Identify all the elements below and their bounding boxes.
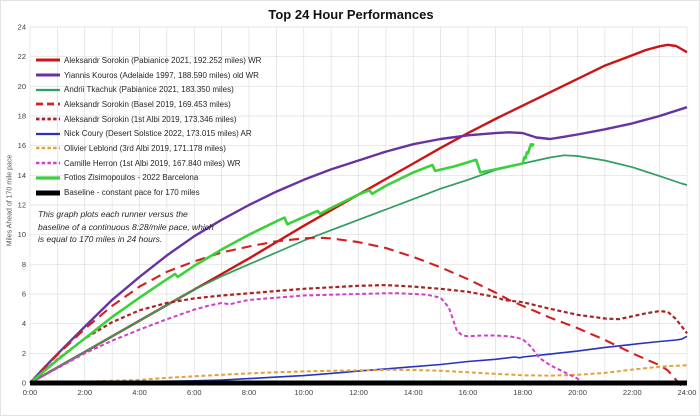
legend-label: Aleksandr Sorokin (Pabianice 2021, 192.2… xyxy=(64,55,262,65)
legend-line-icon xyxy=(36,117,60,121)
legend-item-tkachuk-pabianice: Andrii Tkachuk (Pabianice 2021, 183.350 … xyxy=(36,82,261,97)
legend-line-icon xyxy=(36,176,60,180)
y-tick-label: 14 xyxy=(18,171,26,180)
series-line-kouros-adelaide xyxy=(29,106,688,384)
legend-label: Fotios Zisimopoulos - 2022 Barcelona xyxy=(64,173,199,183)
legend-item-sorokin-pabianice-wr: Aleksandr Sorokin (Pabianice 2021, 192.2… xyxy=(36,53,261,68)
legend-item-sorokin-basel: Aleksandr Sorokin (Basel 2019, 169.453 m… xyxy=(36,97,261,112)
x-tick-label: 6:00 xyxy=(187,388,202,397)
legend-line-icon xyxy=(36,103,60,106)
legend-item-coury-desert-solstice: Nick Coury (Desert Solstice 2022, 173.01… xyxy=(36,126,261,141)
chart-title: Top 24 Hour Performances xyxy=(268,7,434,22)
x-tick-label: 0:00 xyxy=(23,388,38,397)
legend-label: Camille Herron (1st Albi 2019, 167.840 m… xyxy=(64,158,241,168)
y-tick-label: 6 xyxy=(22,290,26,299)
legend: Aleksandr Sorokin (Pabianice 2021, 192.2… xyxy=(36,53,261,200)
legend-label: Yiannis Kouros (Adelaide 1997, 188.590 m… xyxy=(64,70,259,80)
legend-label: Andrii Tkachuk (Pabianice 2021, 183.350 … xyxy=(64,85,234,95)
legend-item-leblond-albi: Olivier Leblond (3rd Albi 2019, 171.178 … xyxy=(36,141,261,156)
x-axis-tick-labels: 0:00 2:00 4:00 6:00 8:00 10:00 12:00 14:00 16:00… xyxy=(23,388,697,397)
legend-line-icon xyxy=(36,73,60,77)
legend-item-zisimopoulos-barcelona: Fotios Zisimopoulos - 2022 Barcelona xyxy=(36,171,261,186)
x-tick-label: 2:00 xyxy=(77,388,92,397)
legend-line-icon xyxy=(36,132,60,135)
series-lines xyxy=(29,43,688,387)
y-tick-label: 24 xyxy=(18,23,26,32)
x-tick-label: 20:00 xyxy=(568,388,587,397)
gridlines xyxy=(29,26,688,384)
legend-label: Aleksandr Sorokin (Basel 2019, 169.453 m… xyxy=(64,99,231,109)
legend-label: Nick Coury (Desert Solstice 2022, 173.01… xyxy=(64,129,252,139)
y-tick-label: 20 xyxy=(18,82,26,91)
y-tick-label: 22 xyxy=(18,52,26,61)
legend-item-herron-albi: Camille Herron (1st Albi 2019, 167.840 m… xyxy=(36,156,261,171)
legend-line-icon xyxy=(36,190,60,196)
legend-label: Baseline - constant pace for 170 miles xyxy=(64,188,200,198)
legend-line-icon xyxy=(36,88,60,91)
y-tick-label: 4 xyxy=(22,319,26,328)
series-line-zisimopoulos-barcelona xyxy=(29,142,535,384)
y-tick-label: 12 xyxy=(18,201,26,210)
y-tick-label: 16 xyxy=(18,141,26,150)
legend-line-icon xyxy=(36,147,60,150)
x-tick-label: 24:00 xyxy=(678,388,697,397)
y-tick-label: 8 xyxy=(22,260,26,269)
x-tick-label: 8:00 xyxy=(242,388,257,397)
annotation-line: This graph plots each runner versus the xyxy=(38,209,188,219)
legend-label: Olivier Leblond (3rd Albi 2019, 171.178 … xyxy=(64,143,226,153)
annotation-line: is equal to 170 miles in 24 hours. xyxy=(38,234,163,244)
x-tick-label: 22:00 xyxy=(623,388,642,397)
y-tick-label: 2 xyxy=(22,349,26,358)
legend-item-baseline: Baseline - constant pace for 170 miles xyxy=(36,185,261,200)
series-line-coury-desert-solstice xyxy=(29,335,688,384)
x-tick-label: 4:00 xyxy=(132,388,147,397)
y-tick-label: 18 xyxy=(18,112,26,121)
legend-item-sorokin-albi: Aleksandr Sorokin (1st Albi 2019, 173.34… xyxy=(36,112,261,127)
annotation-line: baseline of a continuous 8:28/mile pace,… xyxy=(38,221,214,232)
series-line-herron-albi xyxy=(29,292,587,386)
x-tick-label: 10:00 xyxy=(294,388,313,397)
x-tick-label: 12:00 xyxy=(349,388,368,397)
legend-line-icon xyxy=(36,58,60,62)
pace-annotation: This graph plots each runner versus the … xyxy=(38,208,238,246)
x-tick-label: 14:00 xyxy=(404,388,423,397)
x-tick-label: 16:00 xyxy=(459,388,478,397)
legend-line-icon xyxy=(36,161,60,165)
y-tick-label: 0 xyxy=(22,379,26,388)
legend-label: Aleksandr Sorokin (1st Albi 2019, 173.34… xyxy=(64,114,237,124)
series-line-sorokin-basel xyxy=(29,236,685,387)
y-tick-label: 10 xyxy=(18,230,26,239)
legend-item-kouros-adelaide: Yiannis Kouros (Adelaide 1997, 188.590 m… xyxy=(36,68,261,83)
series-line-leblond-albi xyxy=(29,364,688,384)
series-line-tkachuk-pabianice xyxy=(29,154,688,384)
x-tick-label: 18:00 xyxy=(513,388,532,397)
y-axis-title: Miles Ahead of 170 mile pace xyxy=(6,154,14,247)
